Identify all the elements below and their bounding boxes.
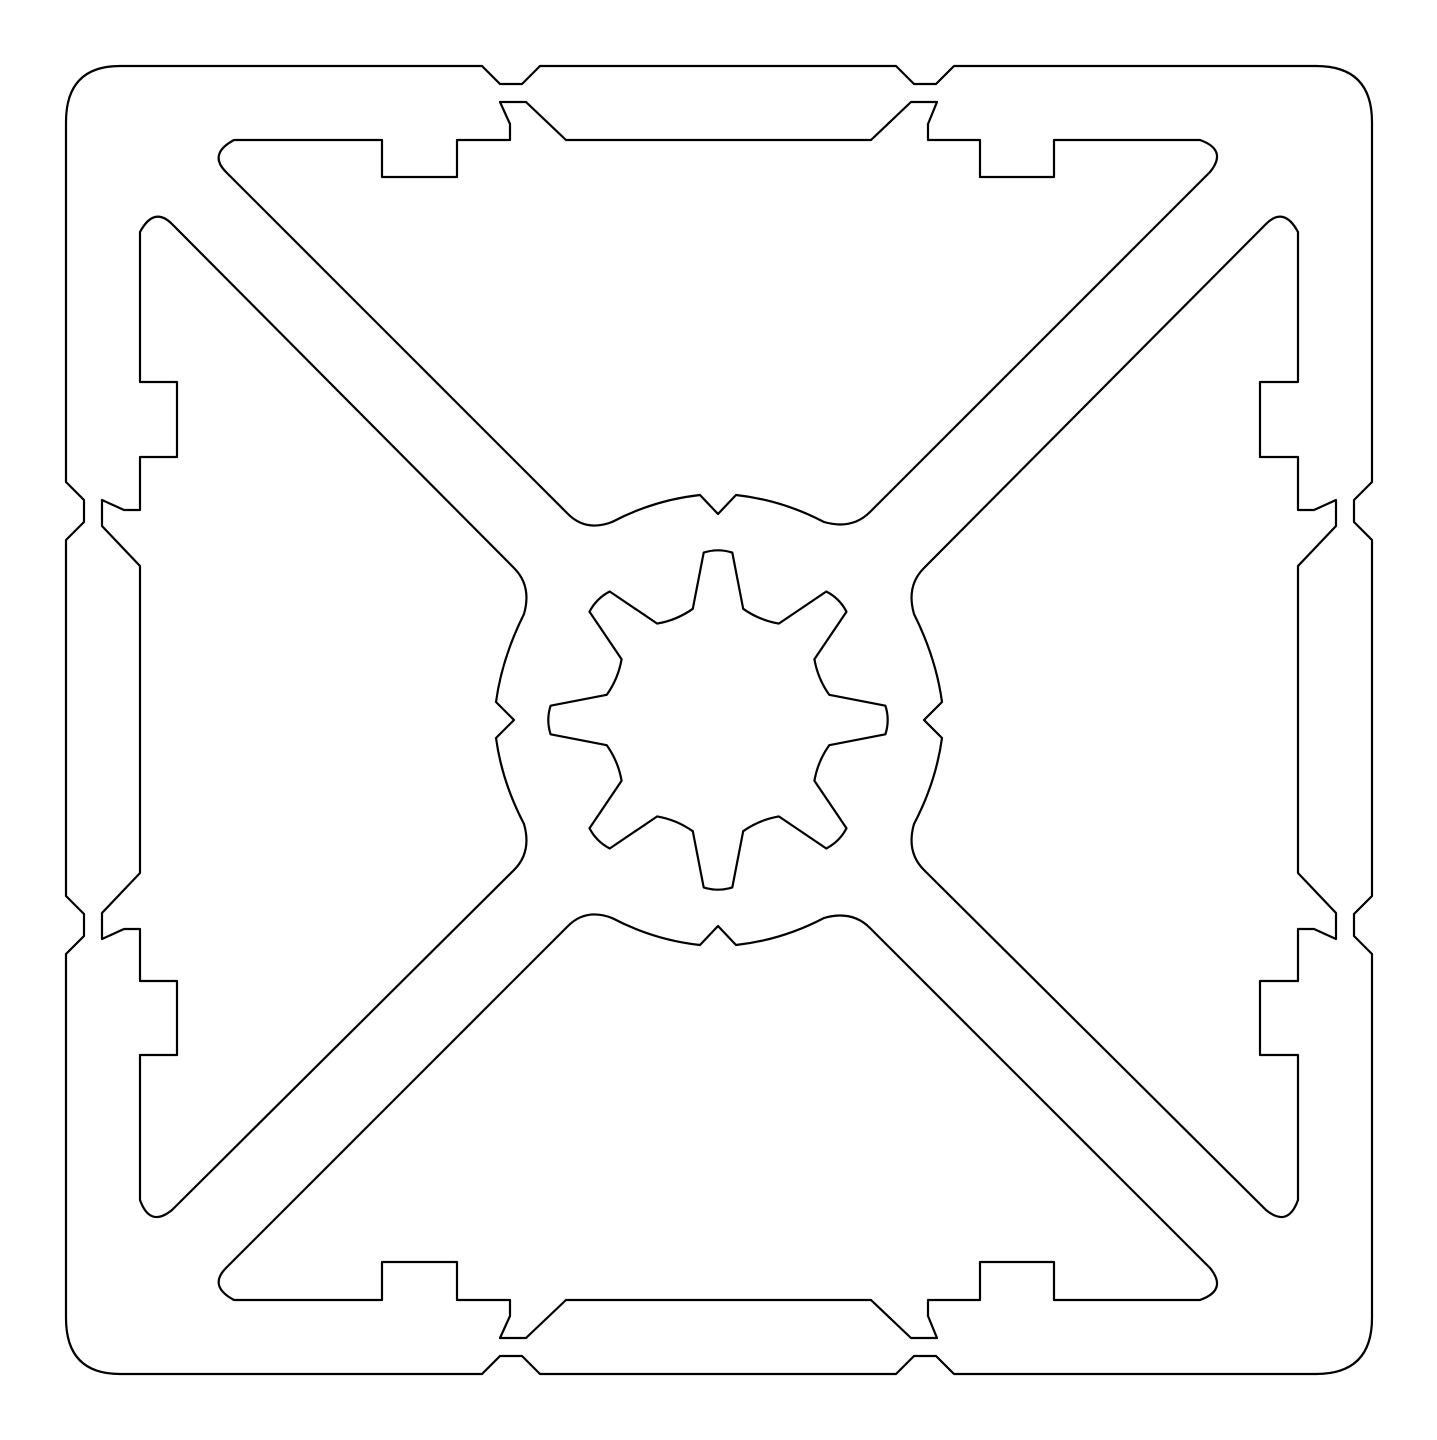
outer-frame-outline bbox=[64, 64, 1374, 1376]
left-window-cutout bbox=[100, 215, 528, 1219]
center-star-cutout bbox=[547, 549, 889, 891]
bottom-window-cutout bbox=[217, 913, 1219, 1340]
right-window-cutout bbox=[910, 215, 1338, 1219]
top-window-cutout bbox=[217, 100, 1219, 527]
